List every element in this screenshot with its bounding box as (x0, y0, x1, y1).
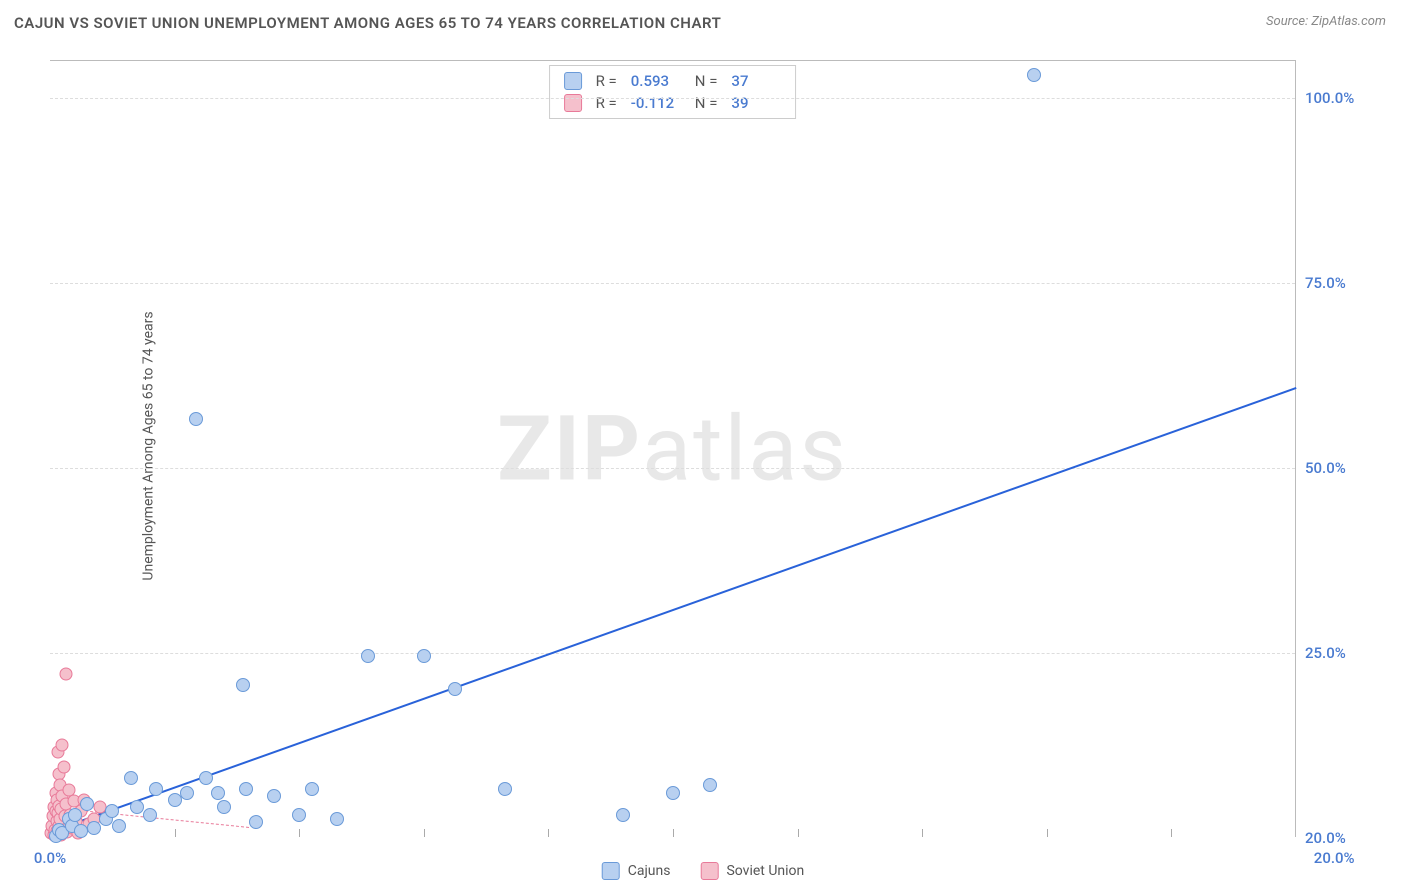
data-point (87, 821, 101, 835)
data-point (180, 786, 194, 800)
chart-plot-area: ZIPatlas R = 0.593 N = 37 R = -0.112 N =… (50, 60, 1296, 837)
data-point (58, 760, 71, 773)
data-point (417, 649, 431, 663)
data-point (267, 789, 281, 803)
data-point (149, 782, 163, 796)
data-point (703, 778, 717, 792)
data-point (199, 771, 213, 785)
data-point (616, 808, 630, 822)
data-point (498, 782, 512, 796)
data-point (330, 812, 344, 826)
data-point (124, 771, 138, 785)
watermark: ZIPatlas (497, 397, 848, 502)
data-point (239, 782, 253, 796)
data-point (189, 412, 203, 426)
data-point (105, 804, 119, 818)
data-point (292, 808, 306, 822)
data-point (168, 793, 182, 807)
data-point (211, 786, 225, 800)
bottom-legend: Cajuns Soviet Union (602, 862, 805, 880)
data-point (112, 819, 126, 833)
legend-swatch-soviet (700, 862, 718, 880)
data-point (305, 782, 319, 796)
stats-row-soviet: R = -0.112 N = 39 (564, 92, 782, 114)
data-point (143, 808, 157, 822)
data-point (55, 738, 68, 751)
data-point (236, 678, 250, 692)
legend-item-cajuns: Cajuns (602, 862, 671, 880)
data-point (361, 649, 375, 663)
swatch-cajuns (564, 72, 582, 90)
data-point (448, 682, 462, 696)
data-point (59, 668, 72, 681)
data-point (68, 808, 82, 822)
stats-row-cajuns: R = 0.593 N = 37 (564, 70, 782, 92)
swatch-soviet (564, 94, 582, 112)
data-point (217, 800, 231, 814)
source-label: Source: ZipAtlas.com (1266, 14, 1386, 29)
stats-legend-box: R = 0.593 N = 37 R = -0.112 N = 39 (549, 65, 797, 119)
data-point (249, 815, 263, 829)
legend-swatch-cajuns (602, 862, 620, 880)
data-point (80, 797, 94, 811)
chart-title: CAJUN VS SOVIET UNION UNEMPLOYMENT AMONG… (14, 14, 721, 32)
data-point (666, 786, 680, 800)
data-point (1027, 68, 1041, 82)
legend-item-soviet: Soviet Union (700, 862, 804, 880)
